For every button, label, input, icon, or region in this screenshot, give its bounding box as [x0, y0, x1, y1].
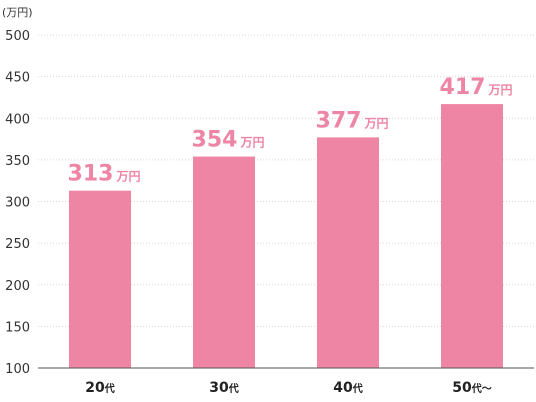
- bar-40: [317, 137, 379, 368]
- bar-50: [441, 104, 503, 368]
- x-tick-label: 30代: [209, 380, 238, 396]
- x-axis-ticks: 20代 30代 40代 50代〜: [85, 380, 491, 396]
- value-unit: 万円: [363, 116, 388, 130]
- x-tick-suffix: 代〜: [471, 382, 492, 395]
- x-tick-number: 50: [452, 380, 472, 396]
- value-label: 377 万円: [316, 108, 389, 133]
- y-tick-label: 150: [5, 320, 30, 335]
- x-tick-number: 20: [85, 380, 105, 396]
- x-tick-label: 40代: [333, 380, 362, 396]
- y-tick-label: 350: [5, 154, 30, 169]
- y-tick-label: 450: [5, 71, 30, 86]
- bars: [69, 104, 503, 368]
- y-tick-label: 200: [5, 279, 30, 294]
- value-unit: 万円: [115, 170, 140, 184]
- x-tick-number: 30: [209, 380, 229, 396]
- value-number: 417: [440, 75, 486, 100]
- bar-20: [69, 190, 131, 368]
- y-tick-label: 250: [5, 237, 30, 252]
- value-number: 354: [192, 128, 238, 153]
- x-tick-suffix: 代: [352, 382, 363, 395]
- x-tick-label: 50代〜: [452, 380, 491, 396]
- y-tick-label: 300: [5, 196, 30, 211]
- x-tick-suffix: 代: [104, 382, 115, 395]
- y-axis-unit-label: (万円): [2, 6, 33, 19]
- value-number: 377: [316, 108, 362, 133]
- value-label: 313 万円: [68, 162, 141, 187]
- x-tick-number: 40: [333, 380, 353, 396]
- value-label: 417 万円: [440, 75, 513, 100]
- value-label: 354 万円: [192, 128, 265, 153]
- value-number: 313: [68, 162, 114, 187]
- y-tick-label: 400: [5, 112, 30, 127]
- x-tick-label: 20代: [85, 380, 114, 396]
- bar-30: [193, 156, 255, 368]
- y-tick-label: 100: [5, 362, 30, 377]
- value-unit: 万円: [487, 83, 512, 97]
- value-unit: 万円: [239, 136, 264, 150]
- y-tick-label: 500: [5, 29, 30, 44]
- y-axis-ticks: 100 150 200 250 300 350 400 450 500: [5, 29, 30, 377]
- x-tick-suffix: 代: [228, 382, 239, 395]
